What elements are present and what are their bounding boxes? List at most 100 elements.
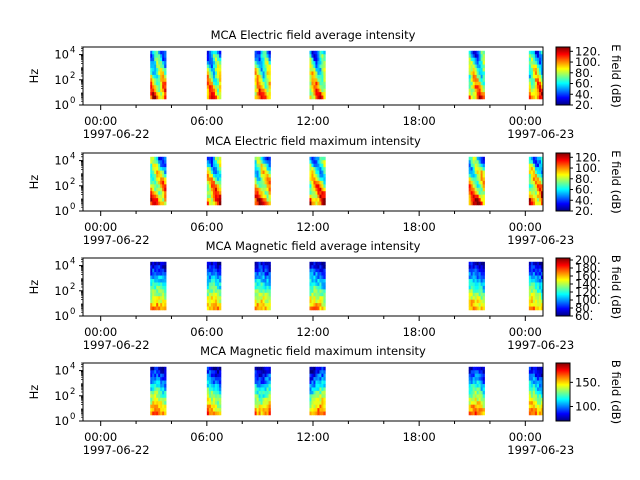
y-axis-label: Hz [27, 280, 41, 295]
colorbar-label: E field (dB) [609, 150, 623, 214]
colorbar-tick-label: 160. [575, 269, 601, 283]
x-tick-label: 06:00 [190, 220, 223, 234]
x-date-label: 1997-06-22 [83, 338, 150, 352]
colorbar-tick-label: 120. [575, 150, 601, 164]
x-tick-label: 00:00 [509, 325, 542, 339]
colorbar-tick-label: 20. [575, 98, 593, 112]
chart-title: MCA Magnetic field maximum intensity [200, 344, 426, 358]
x-date-label: 1997-06-23 [507, 338, 574, 352]
x-tick-label: 18:00 [403, 114, 436, 128]
colorbar-tick-label: 60. [575, 309, 593, 323]
colorbar-tick-label: 40. [575, 193, 593, 207]
spectrogram-pass [468, 50, 485, 100]
x-tick-label: 06:00 [190, 325, 223, 339]
colorbar-tick-label: 100. [575, 161, 601, 175]
y-tick-label: 10 [54, 98, 69, 112]
spectrogram-pass [254, 50, 271, 100]
spectrogram-pass [468, 156, 485, 206]
y-tick-exponent: 4 [70, 46, 75, 56]
x-tick-label: 06:00 [190, 430, 223, 444]
x-date-label: 1997-06-23 [507, 443, 574, 457]
y-tick-exponent: 0 [70, 412, 75, 422]
y-tick-label: 10 [54, 179, 69, 193]
y-axis-label: Hz [27, 385, 41, 400]
spectrogram-pass [468, 261, 485, 311]
spectrogram-pass [528, 261, 544, 311]
y-tick-label: 10 [54, 48, 69, 62]
colorbar: 20.40.60.80.100.120. E field (dB) [555, 150, 623, 218]
y-tick-label: 10 [54, 204, 69, 218]
x-tick-label: 18:00 [403, 430, 436, 444]
colorbar-label: E field (dB) [609, 44, 623, 108]
spectrogram-pass [309, 366, 326, 416]
spectrogram-pass [254, 366, 271, 416]
x-date-label: 1997-06-22 [83, 443, 150, 457]
chart-title: MCA Electric field maximum intensity [205, 134, 421, 148]
colorbar-label: B field (dB) [609, 255, 623, 319]
y-tick-label: 10 [54, 364, 69, 378]
x-tick-label: 18:00 [403, 325, 436, 339]
x-tick-label: 00:00 [84, 114, 117, 128]
x-date-label: 1997-06-22 [83, 127, 150, 141]
colorbar-tick-label: 100. [575, 293, 601, 307]
x-tick-label: 12:00 [296, 114, 329, 128]
y-tick-label: 10 [54, 154, 69, 168]
x-tick-label: 00:00 [84, 325, 117, 339]
spectrogram-pass [150, 366, 167, 416]
spectrogram-pass [254, 156, 271, 206]
y-tick-exponent: 2 [70, 282, 75, 292]
spectrogram-pass [528, 156, 544, 206]
colorbar-tick-label: 120. [575, 285, 601, 299]
colorbar-tick-label: 80. [575, 66, 593, 80]
y-tick-label: 10 [54, 414, 69, 428]
x-tick-label: 00:00 [509, 114, 542, 128]
colorbar-tick-label: 100. [575, 400, 601, 414]
colorbar-tick-label: 60. [575, 183, 593, 197]
colorbar: 100. 150. B field (dB) [555, 360, 623, 424]
y-tick-exponent: 0 [70, 202, 75, 212]
spectrogram-pass [468, 366, 485, 416]
colorbar-tick-label: 200. [575, 253, 601, 267]
colorbar-tick-label: 120. [575, 44, 601, 58]
y-tick-exponent: 4 [70, 362, 75, 372]
x-tick-label: 12:00 [296, 325, 329, 339]
spectrogram-pass [528, 50, 544, 100]
x-tick-label: 06:00 [190, 114, 223, 128]
y-tick-exponent: 2 [70, 177, 75, 187]
spectrogram-pass [309, 50, 326, 100]
x-tick-label: 00:00 [509, 220, 542, 234]
colorbar-tick-label: 40. [575, 87, 593, 101]
x-tick-label: 00:00 [84, 220, 117, 234]
spectrogram-pass [206, 156, 222, 206]
colorbar-tick-label: 20. [575, 204, 593, 218]
colorbar-tick-label: 150. [575, 375, 601, 389]
colorbar-tick-label: 80. [575, 172, 593, 186]
chart-title: MCA Electric field average intensity [211, 28, 416, 42]
y-tick-exponent: 0 [70, 96, 75, 106]
spectrogram-pass [309, 261, 326, 311]
chart-title: MCA Magnetic field average intensity [206, 239, 421, 253]
colorbar: 20.40.60.80.100.120. E field (dB) [555, 44, 623, 112]
y-axis-label: Hz [27, 69, 41, 84]
spectrogram-pass [528, 366, 544, 416]
x-tick-label: 12:00 [296, 220, 329, 234]
spectrogram-pass [206, 50, 222, 100]
y-tick-exponent: 2 [70, 71, 75, 81]
y-tick-label: 10 [54, 284, 69, 298]
colorbar-tick-label: 60. [575, 77, 593, 91]
x-tick-label: 00:00 [509, 430, 542, 444]
colorbar-label: B field (dB) [609, 360, 623, 424]
spectrogram-pass [150, 156, 167, 206]
spectrogram-pass [150, 261, 167, 311]
y-tick-label: 10 [54, 73, 69, 87]
y-tick-label: 10 [54, 309, 69, 323]
spectrogram-pass [254, 261, 271, 311]
y-tick-exponent: 0 [70, 307, 75, 317]
x-date-label: 1997-06-23 [507, 127, 574, 141]
colorbar-tick-label: 100. [575, 55, 601, 69]
